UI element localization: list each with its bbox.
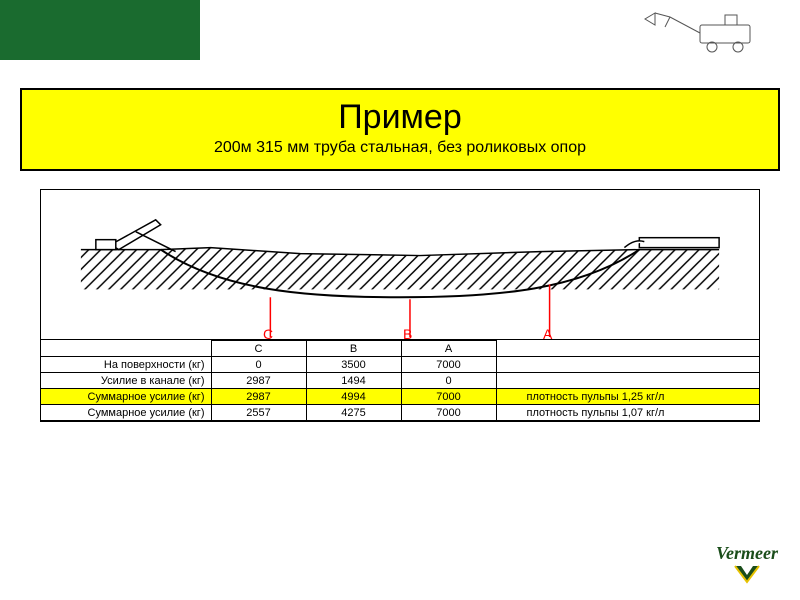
table-header-row: C B A xyxy=(41,341,759,357)
logo-chevron-icon xyxy=(732,564,762,586)
marker-c-label: C xyxy=(263,326,273,342)
logo-text: Vermeer xyxy=(716,543,778,564)
green-block xyxy=(0,0,200,60)
table-row: На поверхности (кг) 0 3500 7000 xyxy=(41,357,759,373)
cross-section-diagram: C B A xyxy=(41,190,759,340)
page-title: Пример xyxy=(22,98,778,137)
content-box: C B A C B A На поверхности (кг) 0 3500 7… xyxy=(40,189,760,422)
row-label: Суммарное усилие (кг) xyxy=(41,405,211,421)
vermeer-logo: Vermeer xyxy=(716,543,778,586)
table-row: Суммарное усилие (кг) 2557 4275 7000 пло… xyxy=(41,405,759,421)
header-right xyxy=(200,0,800,60)
force-table: C B A На поверхности (кг) 0 3500 7000 Ус… xyxy=(41,340,759,421)
row-label: На поверхности (кг) xyxy=(41,357,211,373)
table-row: Усилие в канале (кг) 2987 1494 0 xyxy=(41,373,759,389)
row-label: Суммарное усилие (кг) xyxy=(41,389,211,405)
table-row-highlight: Суммарное усилие (кг) 2987 4994 7000 пло… xyxy=(41,389,759,405)
header-band xyxy=(0,0,800,60)
col-header-c: C xyxy=(211,341,306,357)
row-label: Усилие в канале (кг) xyxy=(41,373,211,389)
marker-a-label: A xyxy=(543,326,552,342)
col-header-a: A xyxy=(401,341,496,357)
marker-b-label: B xyxy=(403,326,412,342)
col-header-b: B xyxy=(306,341,401,357)
machine-icon xyxy=(640,5,770,60)
title-box: Пример 200м 315 мм труба стальная, без р… xyxy=(20,88,780,171)
page-subtitle: 200м 315 мм труба стальная, без роликовы… xyxy=(22,139,778,157)
